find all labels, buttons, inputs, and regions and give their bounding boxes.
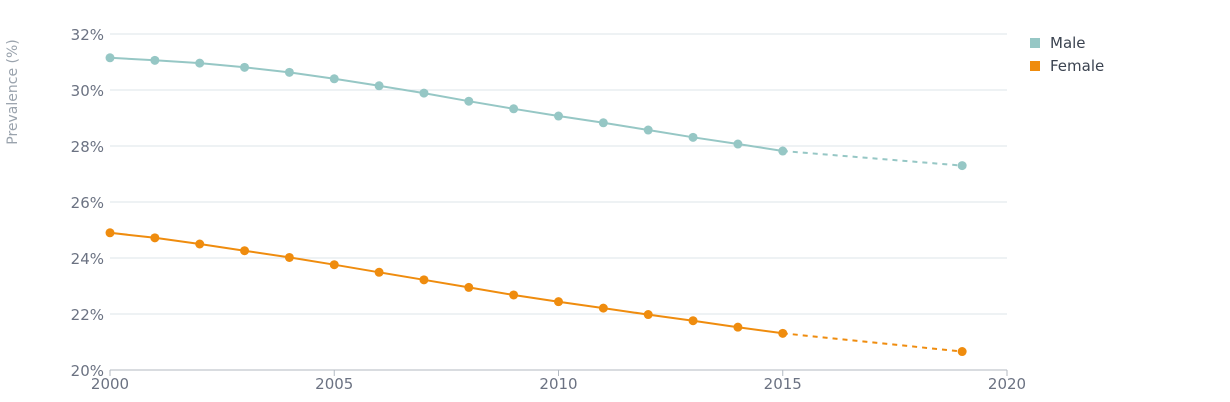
point-male-2015[interactable]: [778, 146, 788, 156]
point-male-2003[interactable]: [240, 62, 250, 72]
point-male-2010[interactable]: [554, 111, 563, 121]
point-male-2009[interactable]: [509, 104, 519, 114]
y-tick-label-32: 32%: [71, 26, 104, 44]
y-tick-label-20: 20%: [71, 362, 104, 380]
y-tick-label-26: 26%: [71, 194, 104, 212]
point-male-2000[interactable]: [105, 53, 115, 63]
point-female-2001[interactable]: [150, 233, 160, 243]
x-tick-label-2010: 2010: [539, 375, 577, 393]
y-tick-label-28: 28%: [71, 138, 104, 156]
point-female-2006[interactable]: [374, 267, 384, 277]
point-male-2006[interactable]: [374, 81, 384, 91]
point-male-2005[interactable]: [329, 74, 339, 84]
x-axis-ticks: 2000 2005 2010 2015 2020: [91, 370, 1026, 393]
projection-line-male: [782, 150, 963, 167]
point-female-2013[interactable]: [688, 316, 698, 326]
legend-swatch-male: [1030, 38, 1040, 48]
projection-line-female: [782, 332, 963, 353]
point-male-2007[interactable]: [419, 88, 429, 98]
point-male-2002[interactable]: [195, 58, 205, 68]
point-male-2014[interactable]: [733, 139, 743, 149]
grid-lines: [110, 33, 1007, 371]
y-axis-title: Prevalence (%): [5, 39, 21, 145]
series-line-female: [109, 231, 783, 335]
point-male-2013[interactable]: [688, 132, 698, 142]
series-layer: [105, 53, 967, 357]
point-female-2005[interactable]: [329, 260, 339, 270]
point-female-2015[interactable]: [778, 328, 788, 338]
y-tick-label-30: 30%: [71, 82, 104, 100]
point-male-2012[interactable]: [643, 125, 653, 135]
point-male-2019[interactable]: [957, 161, 967, 171]
y-tick-label-22: 22%: [71, 306, 104, 324]
series-line-male: [109, 56, 783, 152]
x-tick-label-2020: 2020: [988, 375, 1026, 393]
point-male-2001[interactable]: [150, 55, 160, 65]
point-female-2008[interactable]: [464, 282, 474, 292]
point-male-2011[interactable]: [598, 118, 608, 128]
point-female-2009[interactable]: [509, 290, 519, 300]
point-female-2002[interactable]: [195, 239, 205, 249]
y-axis-ticks: 20% 22% 24% 26% 28% 30% 32%: [71, 26, 104, 380]
point-female-2012[interactable]: [643, 310, 653, 320]
series-female: [105, 228, 967, 357]
point-female-2007[interactable]: [419, 275, 429, 285]
x-tick-label-2005: 2005: [315, 375, 353, 393]
legend-label-male: Male: [1050, 34, 1086, 52]
x-tick-label-2015: 2015: [764, 375, 802, 393]
point-female-2011[interactable]: [598, 303, 608, 313]
point-male-2004[interactable]: [284, 67, 294, 77]
series-male: [105, 53, 967, 171]
point-female-2004[interactable]: [284, 252, 294, 262]
point-female-2014[interactable]: [733, 322, 743, 332]
legend: Male Female: [1030, 34, 1104, 75]
point-female-2019[interactable]: [957, 347, 967, 357]
point-female-2010[interactable]: [554, 297, 563, 307]
legend-swatch-female: [1030, 61, 1040, 71]
point-female-2000[interactable]: [105, 228, 115, 238]
point-female-2003[interactable]: [240, 246, 250, 256]
y-tick-label-24: 24%: [71, 250, 104, 268]
point-male-2008[interactable]: [464, 96, 474, 106]
legend-label-female: Female: [1050, 57, 1104, 75]
x-tick-label-2000: 2000: [91, 375, 129, 393]
